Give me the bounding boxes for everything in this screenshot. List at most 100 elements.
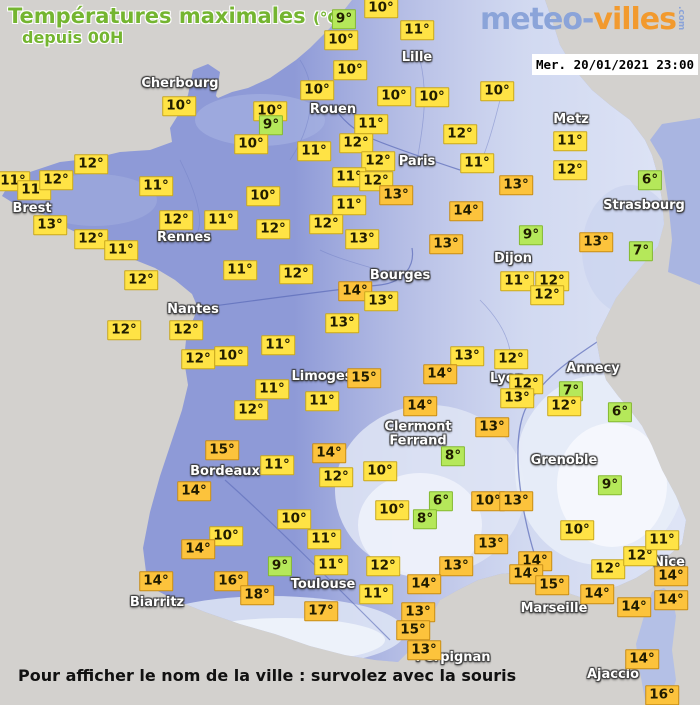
temp-label[interactable]: 11° bbox=[204, 210, 238, 230]
temp-label[interactable]: 9° bbox=[258, 115, 284, 135]
temp-label[interactable]: 15° bbox=[205, 440, 239, 460]
temp-label[interactable]: 6° bbox=[607, 402, 633, 422]
temp-label[interactable]: 6° bbox=[428, 491, 454, 511]
temp-label[interactable]: 17° bbox=[304, 601, 338, 621]
temp-label[interactable]: 11° bbox=[307, 529, 341, 549]
temp-label[interactable]: 18° bbox=[240, 585, 274, 605]
temp-label[interactable]: 14° bbox=[509, 564, 543, 584]
temp-label[interactable]: 12° bbox=[279, 264, 313, 284]
temp-label[interactable]: 11° bbox=[223, 260, 257, 280]
temp-label[interactable]: 13° bbox=[579, 232, 613, 252]
temp-label[interactable]: 14° bbox=[181, 539, 215, 559]
temp-label[interactable]: 12° bbox=[234, 400, 268, 420]
temp-label[interactable]: 13° bbox=[499, 175, 533, 195]
temp-label[interactable]: 12° bbox=[443, 124, 477, 144]
temp-label[interactable]: 10° bbox=[214, 346, 248, 366]
temp-label[interactable]: 13° bbox=[499, 491, 533, 511]
temp-label[interactable]: 11° bbox=[400, 20, 434, 40]
temp-label[interactable]: 13° bbox=[407, 640, 441, 660]
temp-label[interactable]: 13° bbox=[429, 234, 463, 254]
temp-label[interactable]: 12° bbox=[309, 214, 343, 234]
temp-label[interactable]: 13° bbox=[450, 346, 484, 366]
temp-label[interactable]: 12° bbox=[530, 285, 564, 305]
temp-label[interactable]: 12° bbox=[591, 559, 625, 579]
temp-label[interactable]: 12° bbox=[39, 170, 73, 190]
temp-label[interactable]: 9° bbox=[331, 9, 357, 29]
temp-label[interactable]: 14° bbox=[580, 584, 614, 604]
meteo-villes-logo[interactable]: meteo-villes.com bbox=[480, 2, 686, 37]
temp-label[interactable]: 12° bbox=[107, 320, 141, 340]
temp-label[interactable]: 10° bbox=[377, 86, 411, 106]
temp-label[interactable]: 11° bbox=[260, 455, 294, 475]
temp-label[interactable]: 14° bbox=[312, 443, 346, 463]
temp-label[interactable]: 11° bbox=[354, 114, 388, 134]
temp-label[interactable]: 9° bbox=[518, 225, 544, 245]
temp-label[interactable]: 16° bbox=[214, 571, 248, 591]
temp-label[interactable]: 10° bbox=[375, 500, 409, 520]
temp-label[interactable]: 14° bbox=[625, 649, 659, 669]
temp-label[interactable]: 11° bbox=[332, 195, 366, 215]
temp-label[interactable]: 10° bbox=[364, 0, 398, 18]
temp-label[interactable]: 12° bbox=[181, 349, 215, 369]
temp-label[interactable]: 9° bbox=[267, 556, 293, 576]
temp-label[interactable]: 7° bbox=[628, 241, 654, 261]
temp-label[interactable]: 13° bbox=[439, 556, 473, 576]
temp-label[interactable]: 13° bbox=[401, 602, 435, 622]
temp-label[interactable]: 10° bbox=[234, 134, 268, 154]
temp-label[interactable]: 10° bbox=[363, 461, 397, 481]
temp-label[interactable]: 10° bbox=[209, 526, 243, 546]
temp-label[interactable]: 14° bbox=[139, 571, 173, 591]
temp-label[interactable]: 11° bbox=[314, 555, 348, 575]
temp-label[interactable]: 10° bbox=[300, 80, 334, 100]
temp-label[interactable]: 14° bbox=[654, 590, 688, 610]
temp-label[interactable]: 12° bbox=[553, 160, 587, 180]
temp-label[interactable]: 11° bbox=[261, 335, 295, 355]
temp-label[interactable]: 15° bbox=[396, 620, 430, 640]
temp-label[interactable]: 12° bbox=[547, 396, 581, 416]
temp-label[interactable]: 14° bbox=[403, 396, 437, 416]
temp-label[interactable]: 13° bbox=[475, 417, 509, 437]
temp-label[interactable]: 11° bbox=[255, 379, 289, 399]
temp-label[interactable]: 14° bbox=[338, 281, 372, 301]
temp-label[interactable]: 10° bbox=[560, 520, 594, 540]
temp-label[interactable]: 14° bbox=[617, 597, 651, 617]
temp-label[interactable]: 11° bbox=[297, 141, 331, 161]
temp-label[interactable]: 11° bbox=[500, 271, 534, 291]
temp-label[interactable]: 12° bbox=[361, 151, 395, 171]
temp-label[interactable]: 12° bbox=[366, 556, 400, 576]
temp-label[interactable]: 15° bbox=[535, 575, 569, 595]
temp-label[interactable]: 12° bbox=[339, 133, 373, 153]
temp-label[interactable]: 12° bbox=[74, 229, 108, 249]
temp-label[interactable]: 10° bbox=[415, 87, 449, 107]
temp-label[interactable]: 12° bbox=[169, 320, 203, 340]
temp-label[interactable]: 11° bbox=[645, 530, 679, 550]
temp-label[interactable]: 12° bbox=[124, 270, 158, 290]
temp-label[interactable]: 11° bbox=[305, 391, 339, 411]
temp-label[interactable]: 14° bbox=[449, 201, 483, 221]
temp-label[interactable]: 11° bbox=[460, 153, 494, 173]
temp-label[interactable]: 13° bbox=[500, 388, 534, 408]
temp-label[interactable]: 11° bbox=[104, 240, 138, 260]
temp-label[interactable]: 10° bbox=[162, 96, 196, 116]
temp-label[interactable]: 10° bbox=[324, 30, 358, 50]
temp-label[interactable]: 14° bbox=[177, 481, 211, 501]
temp-label[interactable]: 14° bbox=[654, 566, 688, 586]
temp-label[interactable]: 13° bbox=[33, 215, 67, 235]
temp-label[interactable]: 12° bbox=[623, 546, 657, 566]
temp-label[interactable]: 10° bbox=[277, 509, 311, 529]
temp-label[interactable]: 14° bbox=[407, 574, 441, 594]
temp-label[interactable]: 13° bbox=[325, 313, 359, 333]
temp-label[interactable]: 9° bbox=[597, 475, 623, 495]
temp-label[interactable]: 14° bbox=[423, 364, 457, 384]
temp-label[interactable]: 12° bbox=[319, 467, 353, 487]
temp-label[interactable]: 10° bbox=[480, 81, 514, 101]
temp-label[interactable]: 11° bbox=[359, 584, 393, 604]
temp-label[interactable]: 12° bbox=[256, 219, 290, 239]
temp-label[interactable]: 12° bbox=[159, 210, 193, 230]
temp-label[interactable]: 6° bbox=[637, 170, 663, 190]
temp-label[interactable]: 8° bbox=[412, 509, 438, 529]
temp-label[interactable]: 11° bbox=[332, 167, 366, 187]
temp-label[interactable]: 12° bbox=[74, 154, 108, 174]
temp-label[interactable]: 16° bbox=[645, 685, 679, 705]
temp-label[interactable]: 13° bbox=[364, 291, 398, 311]
